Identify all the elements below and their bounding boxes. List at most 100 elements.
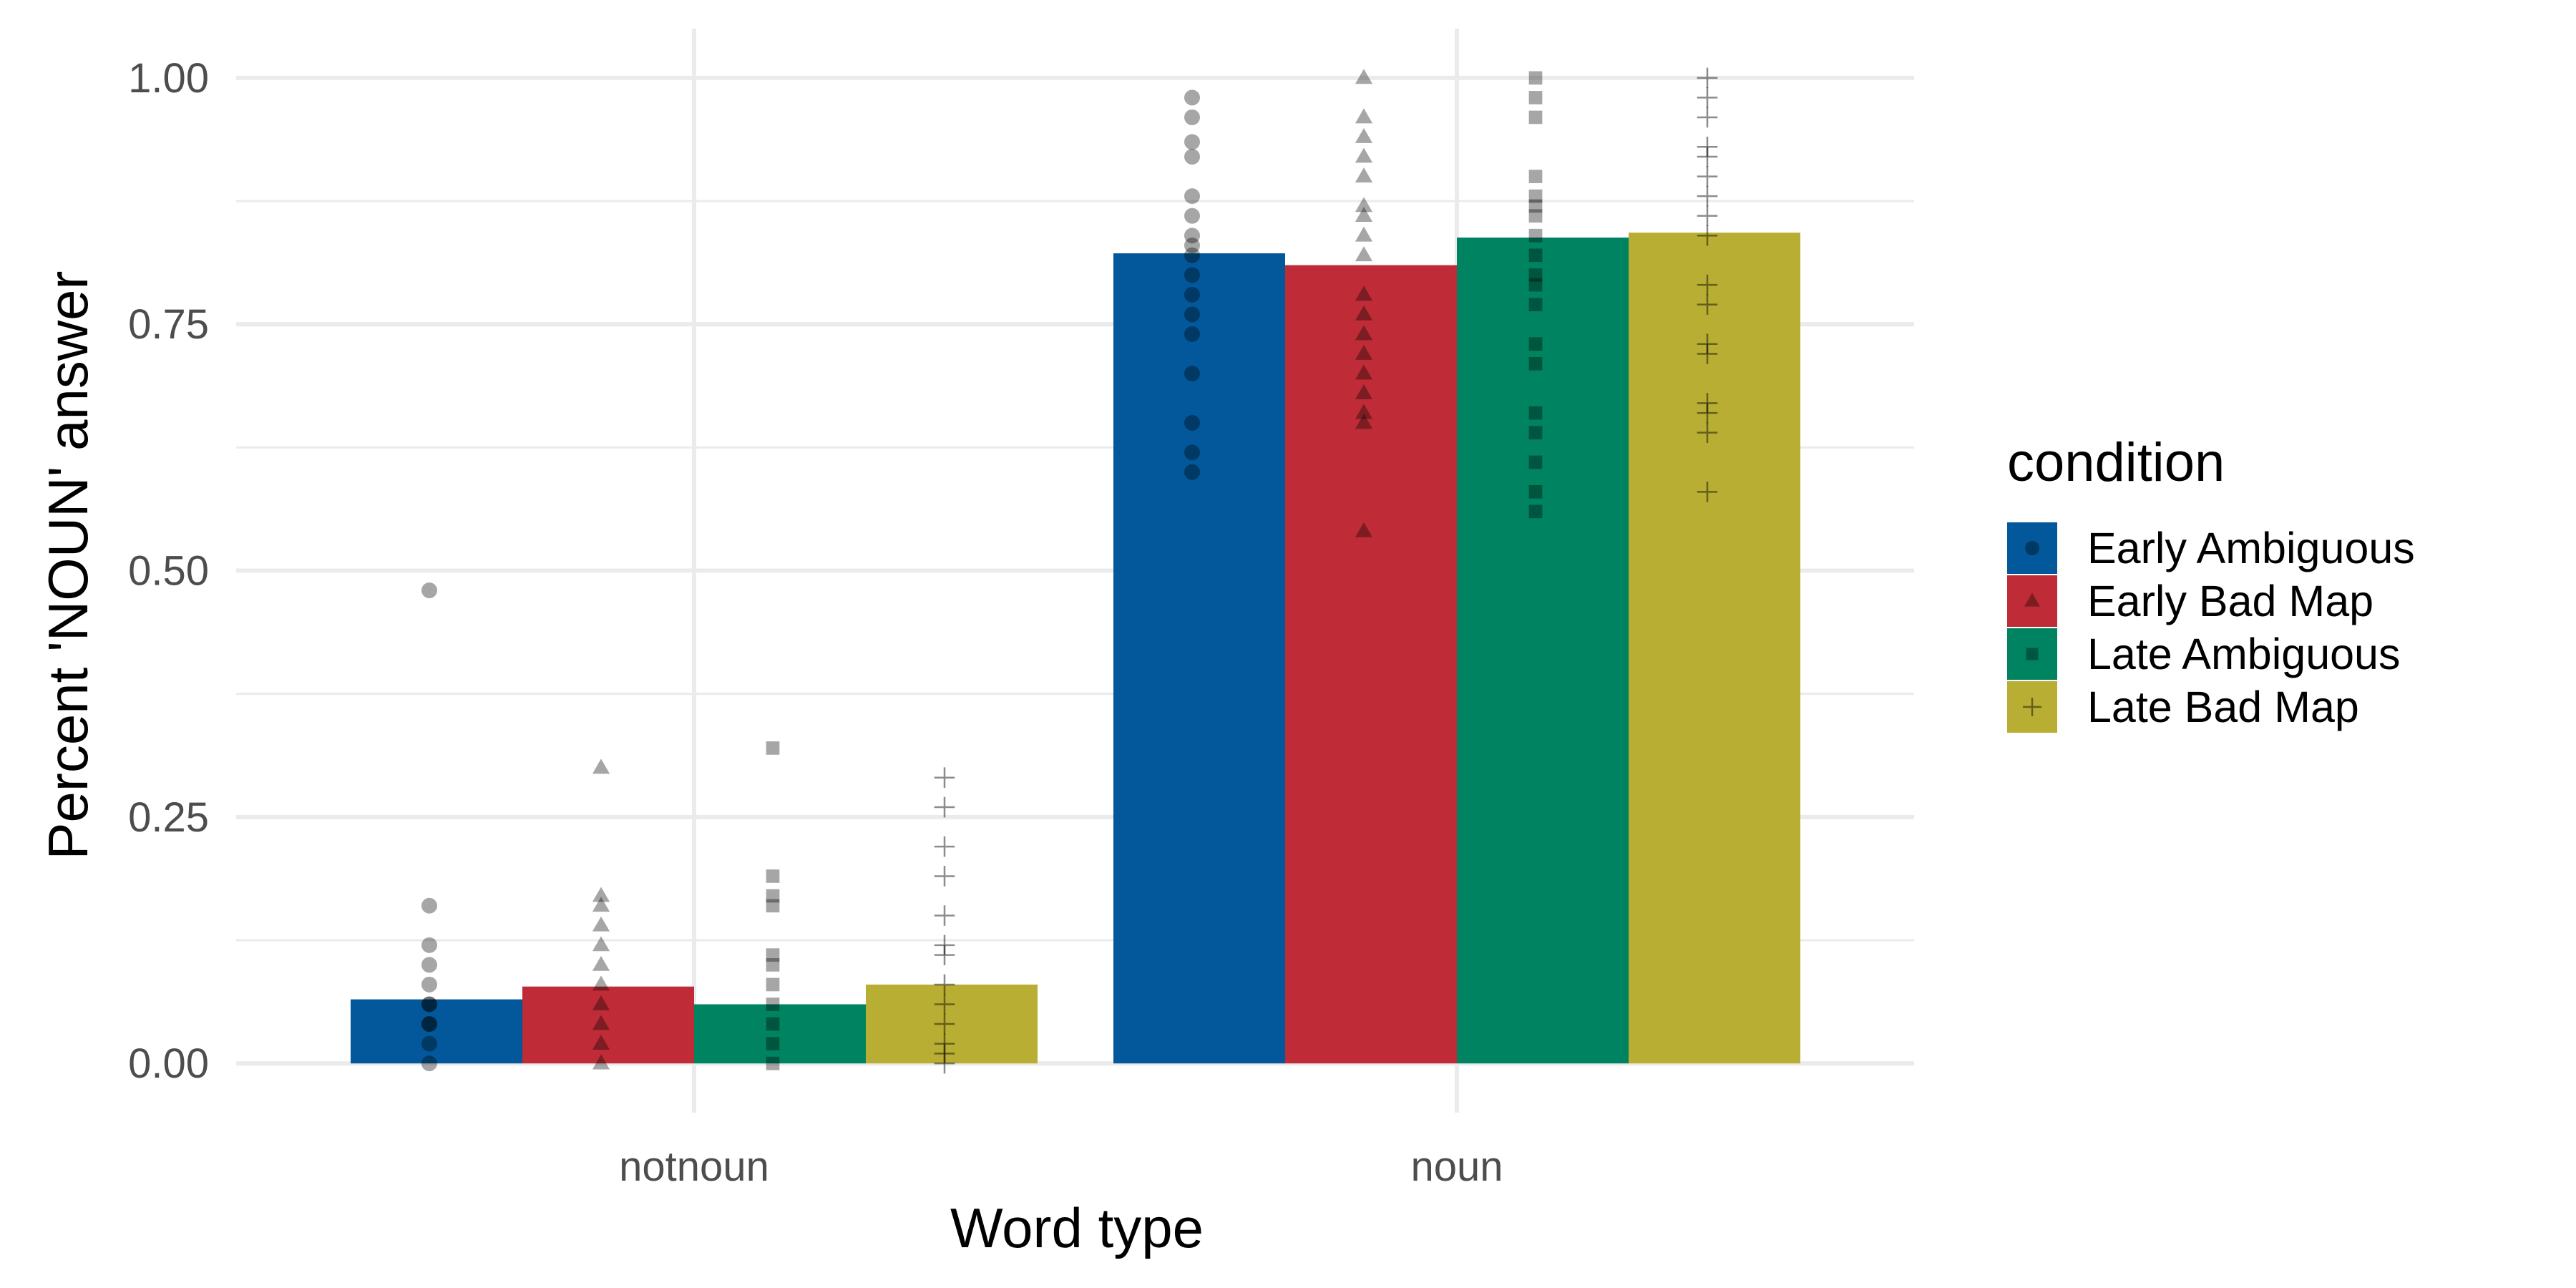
data-point-triangle bbox=[1355, 69, 1373, 84]
data-point-circle bbox=[421, 937, 437, 953]
data-point-plus bbox=[934, 935, 955, 956]
data-point-square bbox=[766, 977, 780, 992]
data-point-plus bbox=[934, 1043, 955, 1064]
data-point-square bbox=[766, 1017, 780, 1031]
data-point-circle bbox=[421, 1035, 437, 1052]
data-point-square bbox=[1528, 71, 1543, 85]
data-point-plus bbox=[1697, 166, 1718, 187]
data-point-triangle bbox=[592, 1054, 610, 1070]
data-point-square bbox=[766, 1037, 780, 1050]
y-axis-ticks: 0.00 0.25 0.50 0.75 1.00 bbox=[128, 55, 209, 1087]
data-point-square bbox=[766, 741, 780, 755]
x-axis-ticks: notnoun noun bbox=[619, 1143, 1503, 1190]
data-point-plus bbox=[934, 974, 955, 995]
data-point-square bbox=[1528, 298, 1543, 311]
data-point-triangle bbox=[1355, 167, 1373, 182]
data-point-square bbox=[1528, 170, 1543, 183]
data-point-plus bbox=[1697, 67, 1718, 89]
data-point-plus bbox=[934, 1013, 955, 1035]
x-tick-label: notnoun bbox=[619, 1143, 769, 1190]
data-point-triangle bbox=[1355, 127, 1373, 143]
data-point-triangle bbox=[592, 1015, 610, 1030]
data-point-triangle bbox=[1355, 108, 1373, 124]
data-point-circle bbox=[421, 897, 437, 914]
data-point-circle bbox=[1184, 149, 1200, 165]
data-point-square bbox=[1528, 209, 1543, 223]
data-point-circle bbox=[421, 996, 437, 1013]
legend-label: Early Bad Map bbox=[2087, 577, 2373, 625]
data-point-triangle bbox=[1355, 384, 1373, 399]
y-tick-label: 1.00 bbox=[128, 55, 209, 102]
legend-marker-triangle bbox=[2024, 592, 2040, 607]
data-point-plus bbox=[1697, 185, 1718, 207]
data-point-square bbox=[1528, 278, 1543, 292]
data-point-plus bbox=[1697, 146, 1718, 167]
data-point-square bbox=[766, 869, 780, 883]
data-point-plus bbox=[1697, 294, 1718, 315]
bar-notnoun-late-bad-map bbox=[866, 984, 1038, 1064]
data-point-circle bbox=[421, 1016, 437, 1033]
bar-notnoun-early-ambiguous bbox=[351, 999, 522, 1064]
data-point-circle bbox=[1184, 286, 1200, 303]
data-point-square bbox=[1528, 268, 1543, 282]
bar-notnoun-early-bad-map bbox=[522, 986, 694, 1064]
data-point-plus bbox=[1697, 393, 1718, 414]
data-point-square bbox=[1528, 199, 1543, 213]
data-point-circle bbox=[1184, 267, 1200, 283]
data-point-square bbox=[766, 958, 780, 972]
legend-label: Early Ambiguous bbox=[2087, 524, 2415, 572]
data-point-triangle bbox=[592, 936, 610, 952]
bar-noun-early-ambiguous bbox=[1113, 253, 1285, 1064]
data-point-plus bbox=[934, 796, 955, 818]
data-point-plus bbox=[934, 1053, 955, 1074]
data-point-triangle bbox=[592, 995, 610, 1010]
data-point-plus bbox=[1697, 422, 1718, 443]
data-point-circle bbox=[1184, 89, 1200, 106]
data-point-circle bbox=[1184, 306, 1200, 323]
data-point-plus bbox=[934, 905, 955, 926]
data-point-circle bbox=[1184, 228, 1200, 244]
data-point-square bbox=[1528, 110, 1543, 125]
data-point-square bbox=[1528, 189, 1543, 203]
data-point-square bbox=[766, 889, 780, 903]
bar-noun-early-bad-map bbox=[1285, 265, 1457, 1064]
data-point-circle bbox=[421, 996, 437, 1013]
data-point-triangle bbox=[1355, 226, 1373, 242]
data-point-triangle bbox=[1355, 207, 1373, 223]
data-point-triangle bbox=[1355, 404, 1373, 419]
data-point-square bbox=[1528, 455, 1543, 469]
data-point-circle bbox=[421, 1055, 437, 1072]
data-point-triangle bbox=[1355, 364, 1373, 380]
bar-notnoun-late-ambiguous bbox=[694, 1004, 866, 1064]
data-point-circle bbox=[1184, 238, 1200, 253]
data-point-square bbox=[1528, 91, 1543, 104]
legend-marker-square bbox=[2026, 648, 2039, 660]
data-point-circle bbox=[1184, 366, 1200, 382]
data-point-circle bbox=[421, 582, 437, 599]
data-point-circle bbox=[421, 1016, 437, 1033]
legend-key bbox=[2007, 522, 2057, 574]
data-point-circle bbox=[1184, 188, 1200, 205]
data-point-triangle bbox=[592, 955, 610, 971]
bar-noun-late-ambiguous bbox=[1457, 237, 1629, 1064]
data-point-plus bbox=[934, 866, 955, 887]
data-point-plus bbox=[1697, 87, 1718, 108]
data-point-square bbox=[766, 997, 780, 1011]
data-point-plus bbox=[1697, 333, 1718, 355]
data-point-triangle bbox=[1355, 286, 1373, 301]
data-point-circle bbox=[1184, 326, 1200, 342]
data-point-triangle bbox=[592, 897, 610, 912]
data-point-triangle bbox=[1355, 522, 1373, 537]
data-point-plus bbox=[934, 1033, 955, 1054]
data-point-triangle bbox=[592, 758, 610, 774]
data-point-circle bbox=[1184, 208, 1200, 224]
data-point-triangle bbox=[1355, 414, 1373, 429]
data-point-square bbox=[1528, 337, 1543, 351]
data-point-plus bbox=[1697, 402, 1718, 424]
data-point-triangle bbox=[592, 887, 610, 902]
legend-key bbox=[2007, 681, 2057, 733]
data-point-plus bbox=[1697, 136, 1718, 157]
data-point-circle bbox=[1184, 109, 1200, 125]
data-point-square bbox=[1528, 504, 1543, 519]
legend-marker-plus bbox=[2023, 698, 2041, 716]
